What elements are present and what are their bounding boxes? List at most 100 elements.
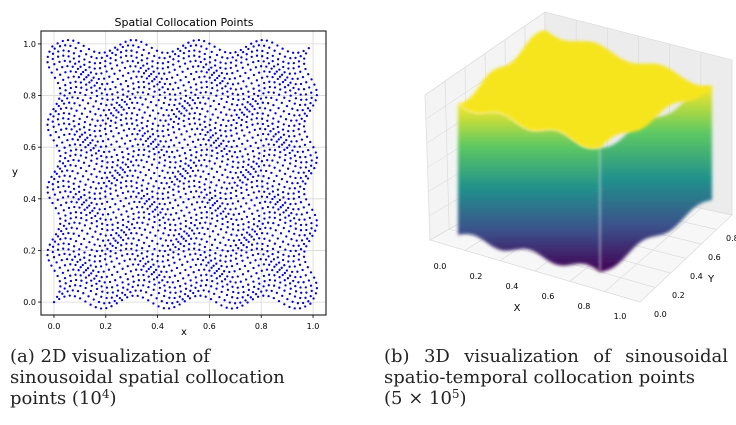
collocation-point [283, 303, 286, 306]
collocation-point [261, 242, 264, 246]
collocation-point [88, 240, 91, 244]
collocation-point [132, 150, 135, 153]
collocation-point [103, 207, 107, 211]
collocation-point [297, 253, 301, 256]
collocation-point [143, 111, 146, 114]
collocation-point [274, 203, 277, 206]
collocation-point [235, 252, 238, 255]
collocation-point [89, 289, 93, 293]
collocation-point [213, 271, 216, 275]
collocation-point [137, 70, 140, 73]
collocation-point [259, 258, 262, 261]
collocation-point [48, 50, 51, 53]
collocation-point [214, 132, 217, 135]
collocation-point [255, 162, 258, 165]
collocation-point [257, 165, 261, 168]
collocation-point [192, 195, 195, 199]
collocation-point [108, 49, 112, 52]
collocation-point [300, 117, 303, 120]
collocation-point [249, 68, 252, 71]
collocation-point [85, 213, 88, 217]
collocation-point [277, 299, 281, 303]
collocation-point [283, 86, 287, 89]
collocation-point [254, 292, 258, 296]
collocation-point [174, 161, 177, 164]
collocation-point [211, 204, 214, 207]
collocation-point [279, 136, 283, 139]
collocation-point [200, 70, 203, 73]
collocation-point [174, 245, 177, 249]
collocation-point [247, 220, 250, 224]
collocation-point [229, 208, 232, 211]
collocation-point [254, 66, 258, 69]
collocation-point [100, 72, 103, 75]
collocation-point [124, 117, 128, 120]
collocation-point [241, 66, 244, 69]
collocation-point [73, 143, 77, 146]
collocation-point [121, 161, 124, 164]
y-tick-label: 0.2 [672, 291, 685, 300]
collocation-point [225, 124, 228, 128]
collocation-point [78, 104, 81, 107]
collocation-point [289, 175, 292, 178]
collocation-point [298, 122, 301, 126]
collocation-point [90, 272, 93, 275]
collocation-point [182, 119, 185, 123]
collocation-point [161, 62, 165, 65]
collocation-point [290, 140, 293, 143]
collocation-point [79, 49, 83, 53]
collocation-point [232, 213, 235, 216]
collocation-point [253, 204, 256, 207]
collocation-point [171, 50, 174, 53]
collocation-point [242, 80, 245, 83]
collocation-point [249, 144, 252, 148]
collocation-point [79, 73, 83, 76]
collocation-point [308, 109, 312, 112]
collocation-point [213, 78, 217, 82]
collocation-point [220, 290, 223, 294]
collocation-point [186, 260, 189, 263]
collocation-point [150, 46, 153, 50]
collocation-point [257, 71, 261, 74]
collocation-point [208, 186, 211, 189]
collocation-point [263, 212, 266, 215]
collocation-point [195, 281, 198, 284]
collocation-point [221, 222, 224, 226]
collocation-point [173, 52, 177, 56]
collocation-point [86, 136, 89, 139]
collocation-point [294, 82, 297, 86]
collocation-point [83, 208, 86, 211]
collocation-point [109, 119, 113, 122]
collocation-point [251, 290, 255, 294]
collocation-point [263, 149, 266, 152]
collocation-point [143, 202, 146, 205]
collocation-point [147, 145, 150, 148]
collocation-point [140, 184, 143, 187]
collocation-point [210, 181, 213, 184]
collocation-point [76, 67, 80, 71]
collocation-point [146, 119, 149, 123]
x-tick-label: 0.2 [470, 272, 483, 281]
collocation-point [225, 265, 228, 268]
collocation-point [171, 171, 175, 174]
collocation-point [105, 156, 108, 159]
collocation-point [265, 138, 268, 141]
collocation-point [136, 294, 139, 298]
collocation-point [231, 160, 235, 163]
collocation-point [88, 211, 92, 214]
collocation-point [168, 286, 171, 289]
collocation-point [266, 205, 270, 209]
collocation-point [147, 92, 150, 96]
collocation-point [208, 159, 211, 163]
y-axis-ticks: 0.00.20.40.60.81.0 [23, 40, 41, 307]
collocation-point [241, 285, 245, 289]
collocation-point [178, 295, 181, 298]
collocation-point [219, 212, 222, 215]
collocation-point [51, 120, 54, 123]
collocation-point [266, 119, 269, 122]
collocation-point [256, 133, 260, 137]
collocation-point [88, 60, 91, 64]
collocation-point [189, 159, 192, 162]
collocation-point [64, 71, 67, 74]
collocation-point [278, 218, 282, 222]
